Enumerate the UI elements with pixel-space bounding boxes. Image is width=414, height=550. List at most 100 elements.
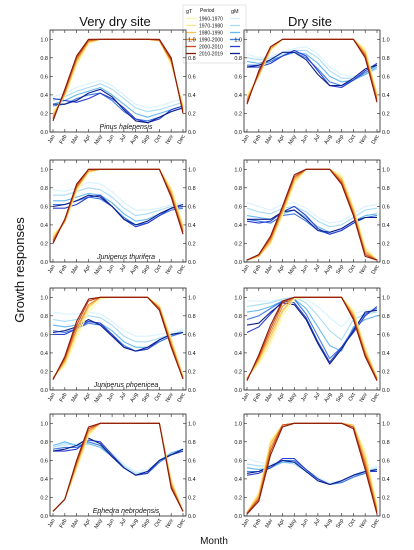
month-label: Feb	[59, 264, 69, 275]
y-tick-label: 0.2	[40, 241, 48, 247]
y-tick-label-right: 0.8	[188, 314, 196, 320]
y-tick-label: 0.6	[234, 458, 242, 464]
y-tick-label-right: 0.4	[382, 351, 390, 357]
month-label: May	[288, 264, 299, 276]
month-label: Dec	[371, 392, 381, 404]
month-label: Mar	[264, 392, 274, 403]
panel-frame	[49, 159, 187, 263]
series-line-gM-1970-1980	[52, 83, 184, 113]
y-tick-label: 0.8	[234, 186, 242, 192]
y-tick-label: 0.6	[40, 204, 48, 210]
y-tick-label: 0.4	[40, 93, 48, 99]
y-tick-label: 0.6	[40, 332, 48, 338]
y-tick-label-right: 0.6	[382, 74, 390, 80]
month-label: Jan	[241, 392, 251, 403]
month-label: Jan	[241, 518, 251, 529]
y-tick-label-right: 0.6	[382, 204, 390, 210]
y-tick-label: 0.4	[234, 351, 242, 357]
y-tick-label: 0.2	[40, 111, 48, 117]
month-label: Jun	[300, 134, 310, 145]
month-label: Jul	[313, 518, 322, 527]
y-tick-label: 0.4	[40, 477, 48, 483]
y-tick-label: 1.0	[40, 37, 48, 43]
y-tick-label: 0.0	[234, 388, 242, 394]
y-tick-label-right: 0.4	[382, 93, 390, 99]
y-tick-label: 0.6	[234, 74, 242, 80]
y-tick-label-right: 0.8	[188, 186, 196, 192]
month-label: Nov	[359, 518, 369, 530]
y-tick-label: 1.0	[234, 295, 242, 301]
series-line-gM-2010-2019	[246, 302, 378, 365]
month-label: Jul	[119, 392, 128, 401]
month-label: Jan	[241, 134, 251, 145]
y-tick-label: 1.0	[234, 421, 242, 427]
y-tick-label: 0.0	[40, 260, 48, 266]
series-line-gT-2010-2019	[52, 168, 184, 244]
legend-period-label: 2000-2010	[199, 45, 223, 51]
series-line-gT-1960-1970	[52, 422, 184, 512]
y-tick-label: 0.4	[40, 223, 48, 229]
month-label: Jan	[47, 134, 57, 145]
y-tick-label-right: 0.0	[188, 388, 196, 394]
y-tick-label-right: 0.2	[382, 111, 390, 117]
month-label: Sep	[141, 264, 151, 275]
y-tick-label-right: 0.4	[188, 93, 196, 99]
month-label: Dec	[177, 392, 187, 404]
y-tick-label-right: 0.2	[188, 495, 196, 501]
month-label: Apr	[277, 264, 287, 275]
month-label: Sep	[141, 134, 151, 145]
species-label: Pinus halepensis	[100, 124, 153, 131]
month-label: Dec	[177, 264, 187, 276]
month-label: Jan	[47, 264, 57, 275]
y-tick-label-right: 0.2	[188, 111, 196, 117]
series-line-gT-2010-2019	[52, 422, 184, 512]
month-label: Aug	[129, 264, 139, 275]
series-line-gM-1960-1970	[246, 46, 378, 77]
month-label: May	[94, 518, 105, 530]
column-title-very-dry: Very dry site	[79, 14, 151, 29]
legend-period-label: 2010-2019	[199, 52, 223, 58]
series-line-gM-1970-1980	[246, 49, 378, 79]
series-line-gT-2010-2019	[246, 168, 378, 261]
y-tick-label: 0.2	[40, 495, 48, 501]
y-tick-label: 1.0	[40, 167, 48, 173]
y-tick-label-right: 0.4	[188, 477, 196, 483]
month-label: Nov	[165, 392, 175, 404]
y-tick-label: 0.8	[40, 186, 48, 192]
series-line-gM-2010-2019	[246, 51, 378, 87]
panel-ephedra-nebrodensis-dry: 0.0 0.0 0.2 0.2 0.4 0.4 0.6 0.6 0.8 0.8 1.0 1.0 Jan F…	[234, 413, 390, 530]
panel-ephedra-nebrodensis-very-dry: 0.0 0.0 0.2 0.2 0.4 0.4 0.6 0.6 0.8 0.8 1.0 1.0 Jan F…	[40, 413, 196, 530]
series-line-gT-1990-2000	[246, 38, 378, 101]
month-label: May	[94, 134, 105, 146]
month-label: Oct	[154, 392, 164, 403]
legend-header: Period	[200, 8, 215, 14]
series-line-gT-2010-2019	[246, 422, 378, 515]
month-label: Apr	[83, 264, 93, 275]
y-tick-label: 0.8	[40, 56, 48, 62]
panel-frame	[243, 413, 381, 517]
y-tick-label: 0.0	[40, 130, 48, 136]
month-label: Jan	[47, 518, 57, 529]
y-tick-label-right: 0.2	[382, 369, 390, 375]
month-label: Apr	[83, 392, 93, 403]
month-label: May	[94, 264, 105, 276]
month-label: Feb	[59, 518, 69, 529]
y-tick-label-right: 0.4	[382, 223, 390, 229]
series-line-gM-2010-2019	[52, 437, 184, 476]
y-tick-label-right: 0.0	[382, 388, 390, 394]
y-tick-label-right: 0.0	[382, 130, 390, 136]
month-label: Apr	[277, 518, 287, 529]
month-label: Oct	[154, 134, 164, 145]
y-tick-label-right: 1.0	[188, 167, 196, 173]
month-label: Sep	[335, 134, 345, 145]
y-tick-label-right: 0.2	[188, 369, 196, 375]
series-line-gM-1970-1980	[52, 315, 184, 343]
y-tick-label-right: 0.4	[382, 477, 390, 483]
month-label: May	[288, 134, 299, 146]
y-tick-label-right: 0.6	[188, 204, 196, 210]
month-label: Aug	[129, 518, 139, 529]
month-label: Apr	[277, 392, 287, 403]
panel-juniperus-phoenicea-very-dry: 0.0 0.0 0.2 0.2 0.4 0.4 0.6 0.6 0.8 0.8 1.0 1.0 Jan F…	[40, 287, 196, 404]
month-label: Sep	[335, 264, 345, 275]
y-tick-label: 0.0	[40, 388, 48, 394]
